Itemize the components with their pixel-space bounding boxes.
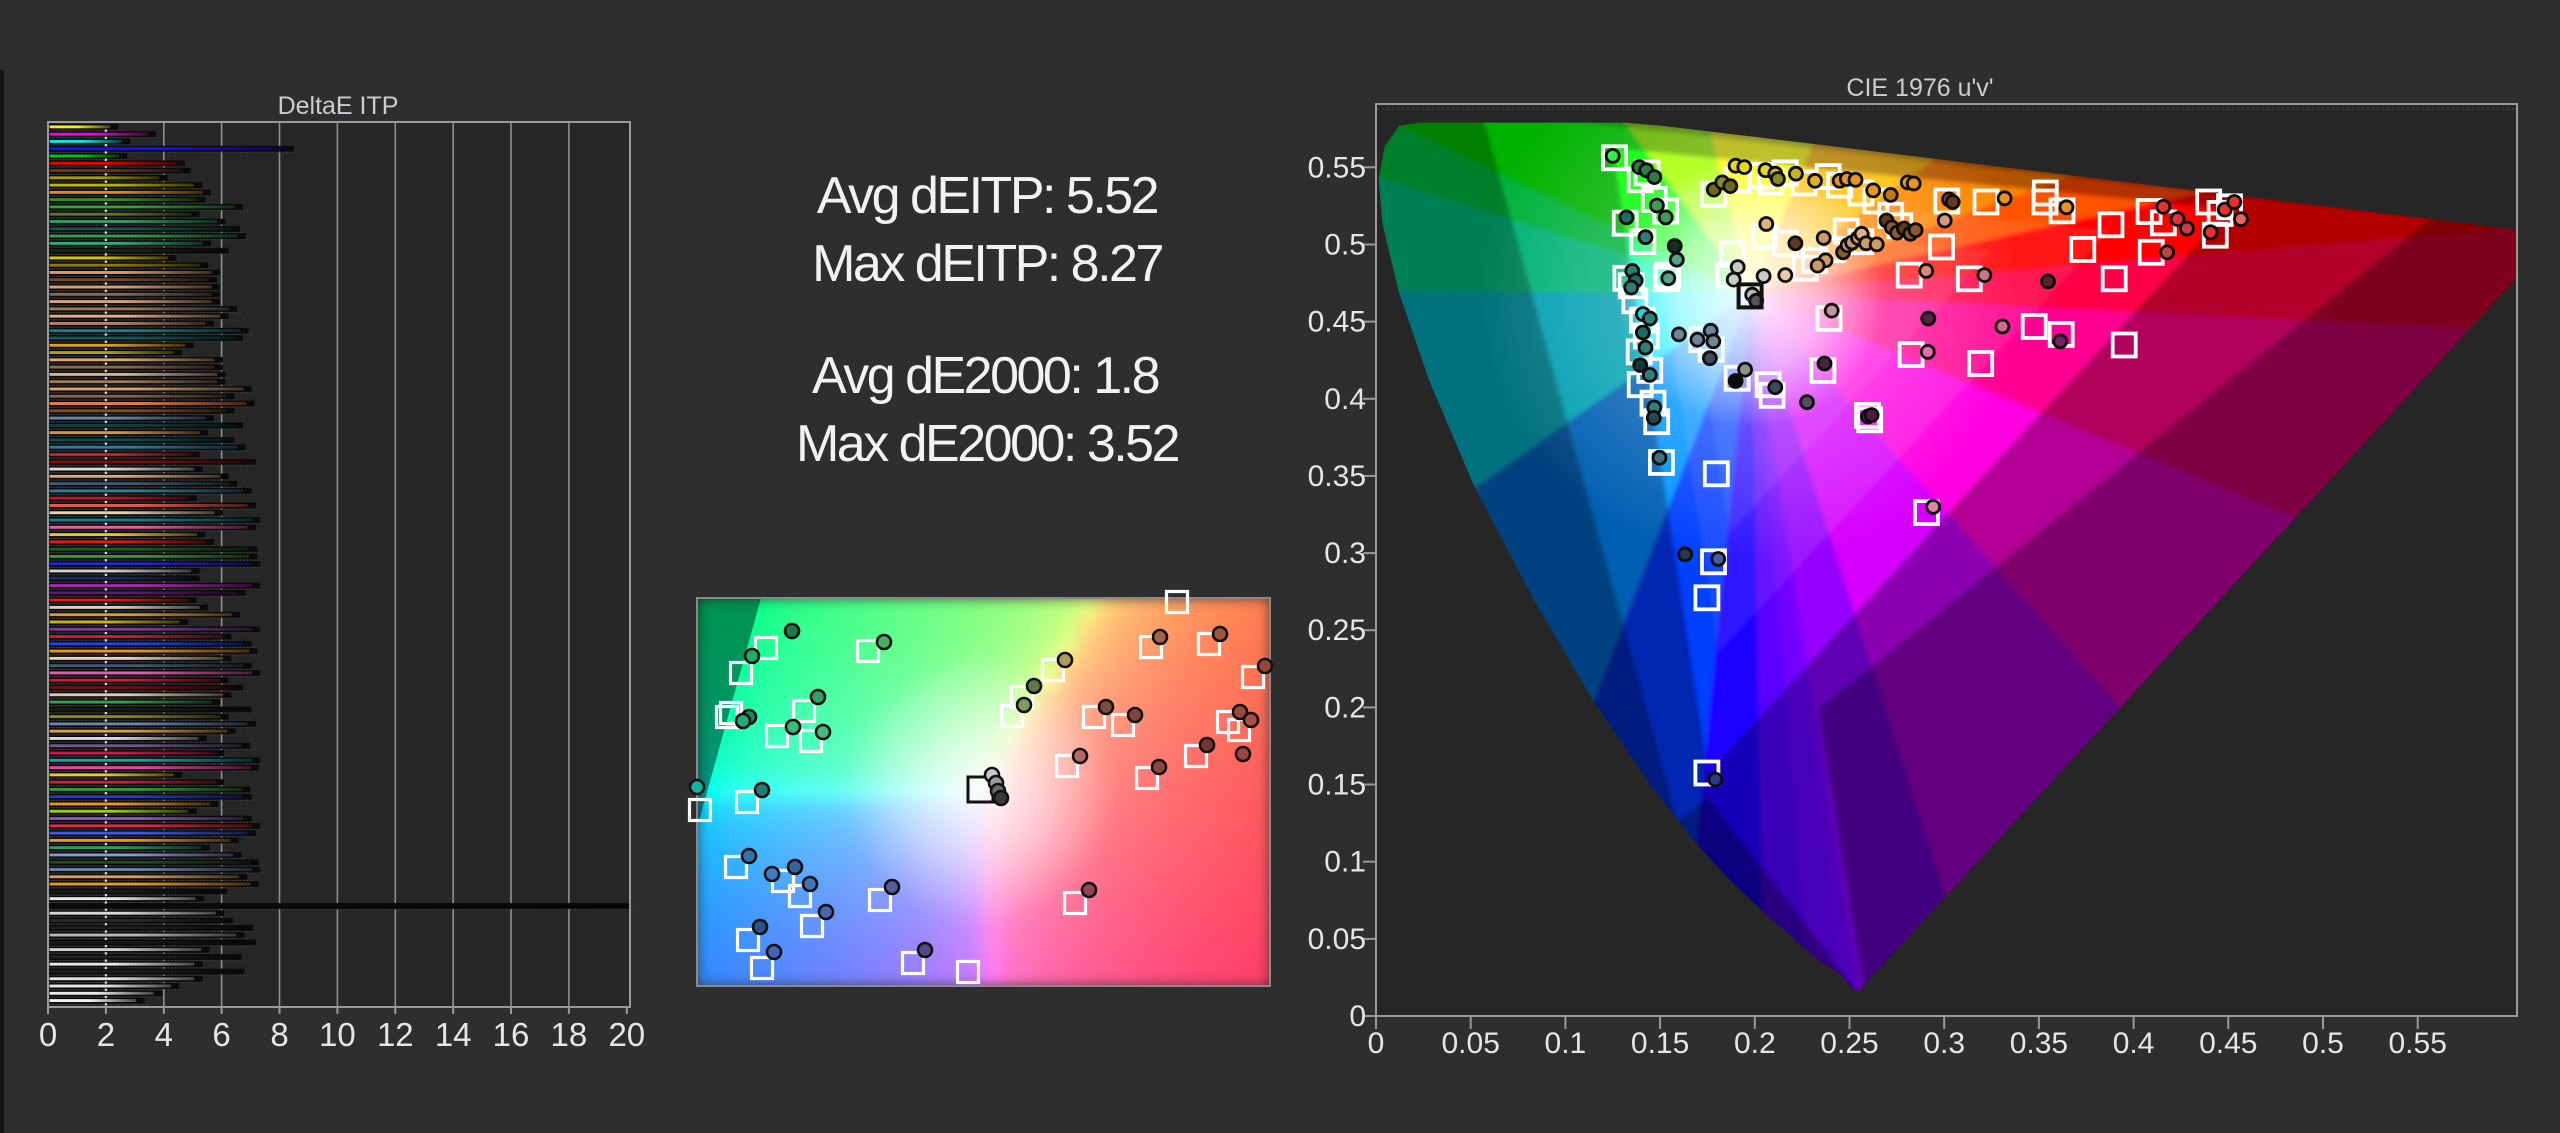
svg-text:0.25: 0.25 — [1308, 614, 1366, 647]
svg-text:8: 8 — [270, 1016, 288, 1053]
svg-text:0.35: 0.35 — [1308, 460, 1366, 493]
svg-text:Max dEITP: 8.27: Max dEITP: 8.27 — [812, 235, 1162, 293]
svg-text:0.2: 0.2 — [1734, 1027, 1776, 1060]
svg-text:6: 6 — [212, 1016, 230, 1053]
svg-text:0.35: 0.35 — [2010, 1027, 2068, 1060]
svg-text:16: 16 — [493, 1016, 530, 1053]
svg-text:0.55: 0.55 — [1308, 151, 1366, 184]
svg-text:0.2: 0.2 — [1324, 691, 1366, 724]
svg-text:0: 0 — [1349, 1000, 1366, 1033]
svg-text:0.1: 0.1 — [1324, 846, 1366, 879]
svg-text:2: 2 — [97, 1016, 115, 1053]
svg-text:0.25: 0.25 — [1820, 1027, 1878, 1060]
svg-text:0.05: 0.05 — [1442, 1027, 1500, 1060]
svg-text:0: 0 — [1368, 1027, 1385, 1060]
svg-text:0.3: 0.3 — [1324, 537, 1366, 570]
svg-text:0.4: 0.4 — [1324, 383, 1366, 416]
svg-text:4: 4 — [155, 1016, 173, 1053]
svg-text:0.5: 0.5 — [2302, 1027, 2344, 1060]
svg-text:10: 10 — [319, 1016, 356, 1053]
svg-text:12: 12 — [377, 1016, 414, 1053]
svg-text:0.15: 0.15 — [1631, 1027, 1689, 1060]
svg-text:Avg dEITP: 5.52: Avg dEITP: 5.52 — [817, 167, 1158, 225]
svg-text:0.4: 0.4 — [2113, 1027, 2155, 1060]
svg-text:0.5: 0.5 — [1324, 229, 1366, 262]
svg-text:0.45: 0.45 — [2199, 1027, 2257, 1060]
svg-text:0.3: 0.3 — [1923, 1027, 1965, 1060]
svg-text:0.05: 0.05 — [1308, 923, 1366, 956]
svg-text:0.55: 0.55 — [2389, 1027, 2447, 1060]
svg-text:Max dE2000: 3.52: Max dE2000: 3.52 — [796, 415, 1179, 473]
svg-text:14: 14 — [435, 1016, 472, 1053]
svg-text:0.45: 0.45 — [1308, 306, 1366, 339]
svg-text:Avg dE2000: 1.8: Avg dE2000: 1.8 — [812, 347, 1159, 405]
svg-text:CIE 1976 u'v': CIE 1976 u'v' — [1846, 74, 1993, 102]
svg-text:20: 20 — [608, 1016, 645, 1053]
svg-text:18: 18 — [551, 1016, 588, 1053]
svg-text:0.1: 0.1 — [1545, 1027, 1587, 1060]
svg-text:DeltaE ITP: DeltaE ITP — [278, 92, 399, 120]
svg-text:0.15: 0.15 — [1308, 769, 1366, 802]
svg-text:0: 0 — [39, 1016, 57, 1053]
